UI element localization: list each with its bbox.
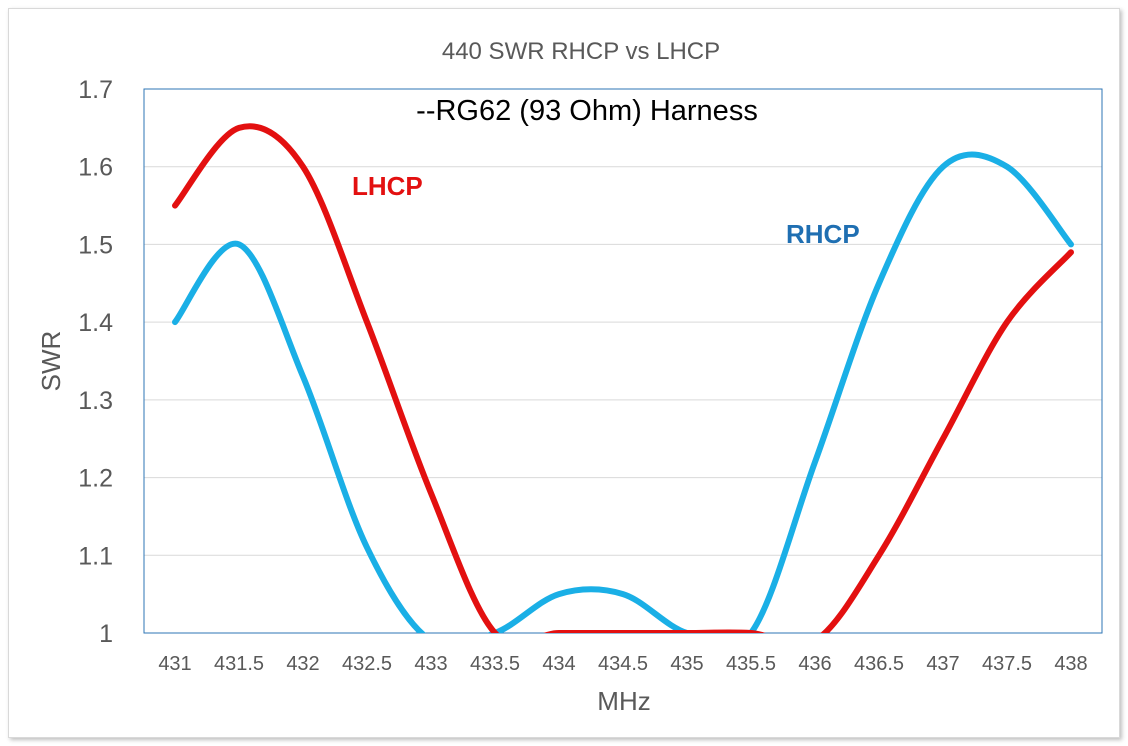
x-tick-label: 437.5 <box>982 653 1032 675</box>
x-tick-label: 431 <box>158 653 191 675</box>
series-label-lhcp: LHCP <box>352 171 423 201</box>
x-tick-label: 434 <box>542 653 575 675</box>
y-tick-labels: 1 1.1 1.2 1.3 1.4 1.5 1.6 1.7 <box>78 76 113 648</box>
x-tick-labels: 431 431.5 432 432.5 433 433.5 434 434.5 435 435.5… <box>158 653 1087 675</box>
plot-area-border <box>143 88 1103 634</box>
x-tick-label: 435 <box>670 653 703 675</box>
x-tick-label: 432.5 <box>342 653 392 675</box>
series-line-rhcp <box>172 151 1074 633</box>
y-tick-label: 1.3 <box>78 387 113 415</box>
x-axis-label: MHz <box>597 686 650 716</box>
x-tick-label: 436.5 <box>854 653 904 675</box>
chart-annotation: --RG62 (93 Ohm) Harness <box>416 95 758 127</box>
y-tick-label: 1.6 <box>78 154 113 182</box>
series-label-rhcp: RHCP <box>786 219 860 249</box>
x-tick-label: 434.5 <box>598 653 648 675</box>
y-tick-label: 1 <box>99 620 113 648</box>
series-layer <box>172 123 1074 633</box>
x-tick-label: 433 <box>414 653 447 675</box>
x-tick-label: 431.5 <box>214 653 264 675</box>
y-axis-label: SWR <box>36 331 66 392</box>
chart-frame <box>8 8 1120 738</box>
y-tick-label: 1.7 <box>78 76 113 104</box>
y-tick-label: 1.4 <box>78 309 113 337</box>
y-tick-label: 1.2 <box>78 465 113 493</box>
x-tick-label: 435.5 <box>726 653 776 675</box>
x-tick-label: 436 <box>798 653 831 675</box>
x-tick-label: 432 <box>286 653 319 675</box>
x-tick-label: 438 <box>1054 653 1087 675</box>
x-tick-label: 437 <box>926 653 959 675</box>
x-tick-label: 433.5 <box>470 653 520 675</box>
y-tick-label: 1.1 <box>78 542 113 570</box>
series-line-lhcp <box>172 123 1074 633</box>
chart-title: 440 SWR RHCP vs LHCP <box>442 38 720 65</box>
y-tick-label: 1.5 <box>78 231 113 259</box>
